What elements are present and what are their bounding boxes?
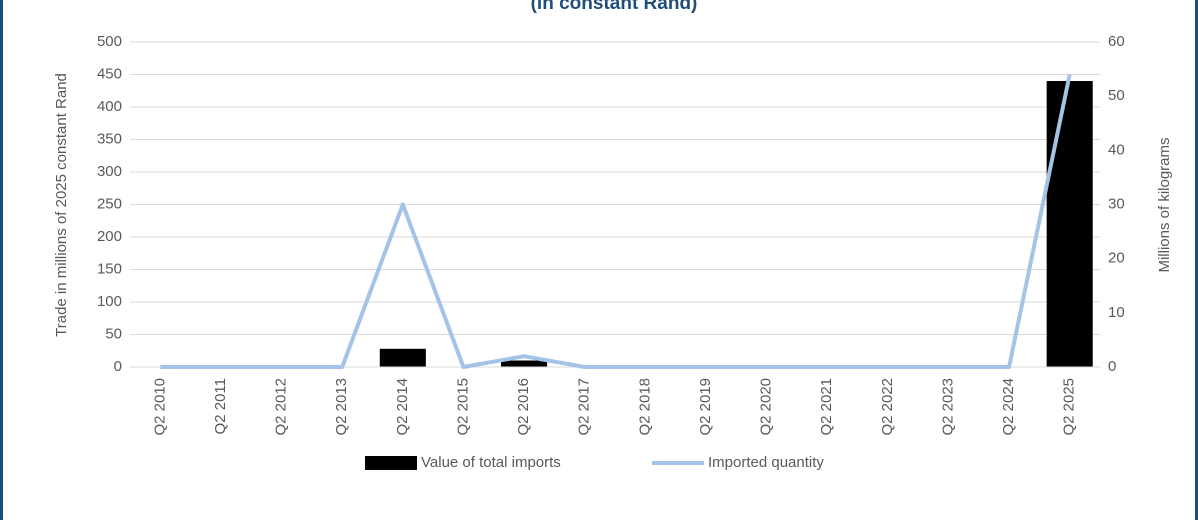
legend-swatch (365, 456, 417, 470)
y-tick-label: 250 (97, 195, 122, 212)
x-tick-label: Q2 2014 (394, 378, 411, 436)
x-tick-label: Q2 2016 (515, 378, 532, 436)
bar (379, 348, 426, 367)
y-tick-label: 0 (114, 358, 122, 375)
y2-tick-label: 30 (1108, 195, 1125, 212)
y2-tick-label: 40 (1108, 141, 1125, 158)
x-tick-label: Q2 2017 (576, 378, 593, 436)
x-tick-label: Q2 2010 (151, 378, 168, 436)
x-tick-label: Q2 2018 (636, 378, 653, 436)
y2-tick-label: 20 (1108, 250, 1125, 267)
y2-axis-title: Millions of kilograms (1156, 137, 1173, 272)
y-tick-label: 300 (97, 163, 122, 180)
x-tick-label: Q2 2015 (454, 378, 471, 436)
y2-tick-label: 0 (1108, 358, 1116, 375)
x-tick-label: Q2 2012 (273, 378, 290, 436)
x-tick-label: Q2 2023 (939, 378, 956, 436)
y-tick-label: 350 (97, 130, 122, 147)
x-tick-label: Q2 2025 (1061, 378, 1078, 436)
y-tick-label: 500 (97, 33, 122, 50)
x-tick-label: Q2 2011 (212, 378, 229, 434)
y-tick-label: 150 (97, 260, 122, 277)
y2-tick-label: 60 (1108, 33, 1125, 50)
x-tick-label: Q2 2019 (697, 378, 714, 436)
y-axis-title: Trade in millions of 2025 constant Rand (53, 73, 70, 337)
chart-title: (in constant Rand) (531, 0, 698, 14)
x-tick-label: Q2 2020 (758, 378, 775, 436)
y2-tick-label: 10 (1108, 304, 1125, 321)
x-tick-label: Q2 2022 (879, 378, 896, 436)
line-series (160, 74, 1072, 369)
y-tick-label: 100 (97, 293, 122, 310)
legend-label: Value of total imports (421, 454, 561, 471)
legend-label: Imported quantity (708, 454, 824, 471)
y-tick-label: 450 (97, 65, 122, 82)
x-tick-label: Q2 2021 (818, 378, 835, 436)
y-tick-label: 50 (105, 325, 122, 342)
bar (501, 360, 548, 367)
y2-tick-label: 50 (1108, 87, 1125, 104)
y-tick-label: 200 (97, 228, 122, 245)
x-tick-label: Q2 2024 (1000, 378, 1017, 436)
y-tick-label: 400 (97, 98, 122, 115)
x-tick-label: Q2 2013 (333, 378, 350, 436)
bar (1046, 81, 1093, 367)
